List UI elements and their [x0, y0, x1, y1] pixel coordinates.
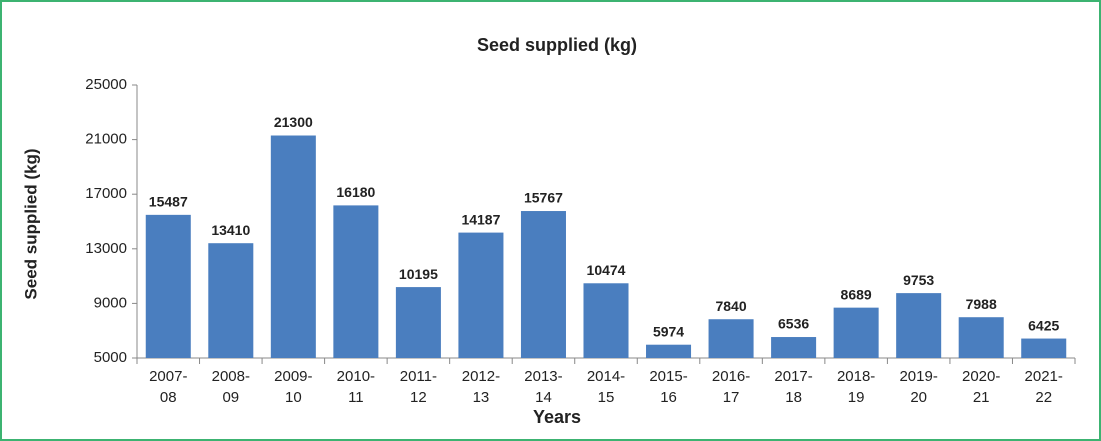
x-tick-label: 2020-21: [962, 368, 1001, 406]
data-label: 21300: [274, 114, 313, 130]
bar: [208, 243, 254, 358]
x-tick-label: 2014-15: [586, 368, 626, 406]
x-tick-label: 2017-18: [774, 368, 813, 406]
y-axis-label: Seed supplied (kg): [21, 148, 40, 299]
y-tick-label: 25000: [85, 76, 127, 93]
x-tick-label: 2009-10: [274, 368, 313, 406]
bar: [958, 317, 1004, 358]
x-tick-label: 2018-19: [836, 368, 876, 406]
bar: [333, 205, 379, 358]
data-label: 6536: [778, 316, 809, 332]
bar: [458, 232, 504, 358]
x-tick-label: 2016-17: [711, 368, 751, 406]
y-tick-label: 21000: [85, 131, 127, 148]
x-tick-label: 2011-12: [399, 368, 438, 406]
bar: [833, 307, 879, 358]
data-label: 7840: [715, 298, 746, 314]
data-label: 10195: [399, 266, 438, 282]
data-label: 6425: [1028, 317, 1059, 333]
x-tick-label: 2008-09: [211, 368, 250, 406]
x-tick-label: 2021-22: [1024, 368, 1063, 406]
bar: [896, 293, 942, 358]
bar: [270, 135, 316, 358]
data-label: 10474: [587, 262, 626, 278]
x-tick-label: 2019-20: [899, 368, 938, 406]
y-tick-label: 5000: [94, 349, 127, 366]
data-label: 7988: [966, 296, 997, 312]
bar: [520, 211, 566, 358]
x-tick-label: 2012-13: [461, 368, 501, 406]
x-tick-label: 2010-11: [336, 368, 376, 406]
y-tick-label: 17000: [85, 185, 127, 202]
data-label: 16180: [336, 184, 375, 200]
data-label: 8689: [841, 286, 872, 302]
y-tick-label: 13000: [85, 240, 127, 257]
bar: [708, 319, 754, 358]
x-tick-label: 2015-16: [649, 368, 688, 406]
bar: [395, 287, 441, 358]
bar: [646, 344, 692, 358]
x-tick-label: 2007-08: [149, 368, 188, 406]
bar: [771, 337, 817, 358]
x-tick-label: 2013-14: [524, 368, 563, 406]
data-label: 5974: [653, 323, 684, 339]
chart-title: Seed supplied (kg): [477, 35, 637, 55]
data-label: 13410: [211, 222, 250, 238]
data-label: 9753: [903, 272, 934, 288]
data-label: 15767: [524, 190, 563, 206]
bar: [1021, 338, 1067, 358]
data-label: 14187: [461, 211, 500, 227]
bar: [583, 283, 629, 358]
bar: [145, 214, 191, 358]
x-axis-label: Years: [533, 407, 581, 427]
y-tick-label: 9000: [94, 294, 127, 311]
data-label: 15487: [149, 194, 188, 210]
